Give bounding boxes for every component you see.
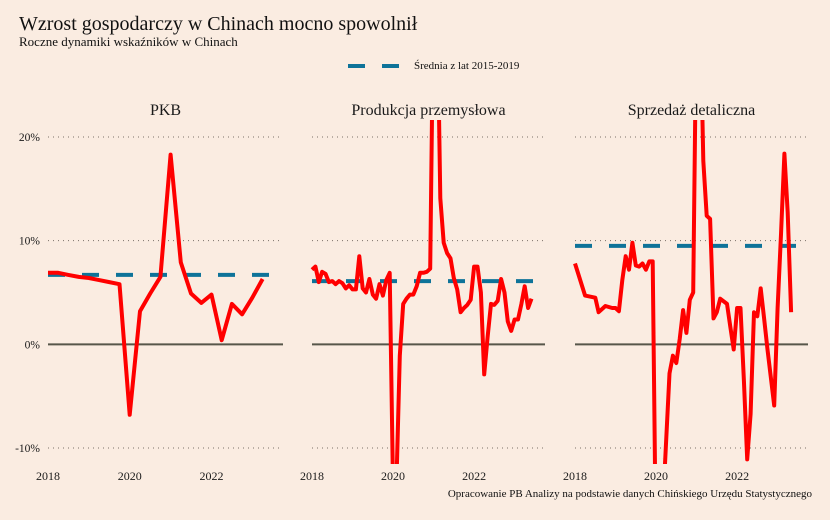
x-tick-label: 2018 <box>36 469 60 483</box>
x-tick-label: 2022 <box>462 469 486 483</box>
panel-1: PKB -10% 10% 20% 0% 2018 2020 2022 <box>15 102 283 483</box>
panel-title: PKB <box>150 102 181 119</box>
source-note: Opracowanie PB Analizy na podstawie dany… <box>447 488 812 500</box>
y-tick-label: 0% <box>25 339 41 351</box>
x-tick-label: 2020 <box>118 469 142 483</box>
x-tick-label: 2022 <box>199 469 223 483</box>
y-tick-label: -10% <box>15 443 40 455</box>
legend: Średnia z lat 2015-2019 <box>348 60 519 72</box>
series-line <box>48 152 265 417</box>
series-line <box>573 120 794 464</box>
x-tick-label: 2022 <box>725 469 749 483</box>
series-line <box>310 120 534 464</box>
panel-title: Sprzedaż detaliczna <box>628 102 755 119</box>
x-tick-label: 2018 <box>563 469 587 483</box>
panel-2: Produkcja przemysłowa 2018 2020 2022 <box>300 102 545 483</box>
y-tick-label: 20% <box>19 132 41 144</box>
chart-title: Wzrost gospodarczy w Chinach mocno spowo… <box>19 13 418 35</box>
panel-3: Sprzedaż detaliczna 2018 2020 2022 <box>563 102 808 483</box>
legend-average-swatch <box>348 64 404 68</box>
panel-title: Produkcja przemysłowa <box>351 102 505 119</box>
x-tick-label: 2018 <box>300 469 324 483</box>
x-tick-label: 2020 <box>381 469 405 483</box>
legend-average-label: Średnia z lat 2015-2019 <box>414 60 520 72</box>
y-tick-label: 10% <box>19 236 41 248</box>
x-tick-label: 2020 <box>644 469 668 483</box>
chart-subtitle: Roczne dynamiki wskaźników w Chinach <box>19 34 238 49</box>
